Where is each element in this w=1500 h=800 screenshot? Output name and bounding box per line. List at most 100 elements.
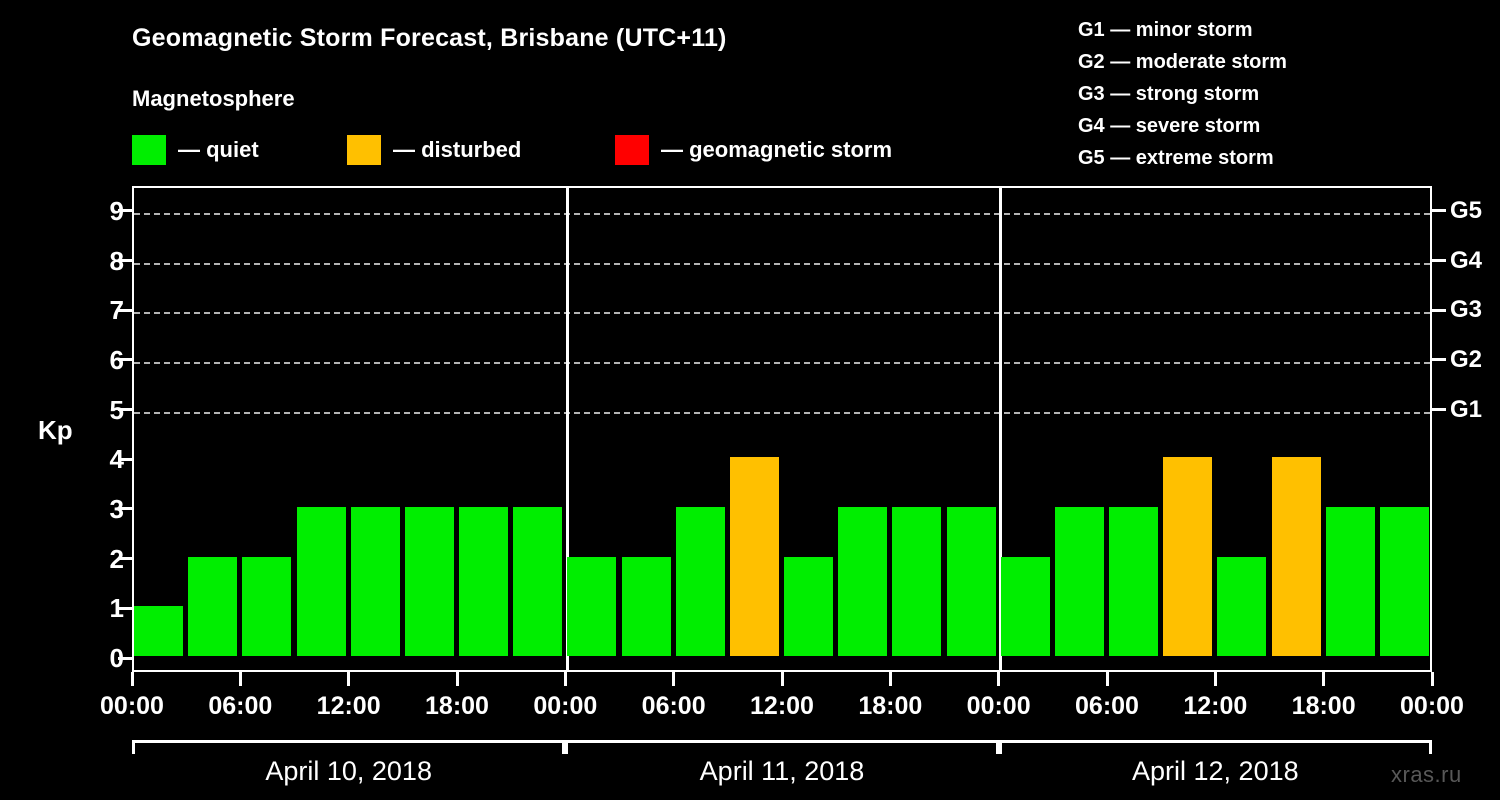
g-axis-label-g4: G4 <box>1450 246 1483 274</box>
disturbed-swatch-icon <box>347 135 381 165</box>
x-tick-mark-12 <box>1430 672 1434 686</box>
x-tick-label-5: 06:00 <box>641 692 706 720</box>
g-tick-mark-g1 <box>1432 408 1446 412</box>
day-label-1: April 10, 2018 <box>265 756 432 786</box>
kp-bar <box>567 556 617 656</box>
x-tick-label-12: 00:00 <box>1400 692 1464 720</box>
y-tick-mark-1 <box>118 606 132 610</box>
y-tick-mark-6 <box>118 358 132 362</box>
gridline-kp-9 <box>134 212 1430 215</box>
x-tick-label-2: 12:00 <box>316 692 381 720</box>
x-tick-label-7: 18:00 <box>858 692 923 720</box>
x-tick-mark-3 <box>455 672 459 686</box>
storm-swatch-icon <box>615 135 649 165</box>
y-tick-label-7: 7 <box>109 295 124 326</box>
gridline-kp-7 <box>134 312 1430 315</box>
g-axis-label-g5: G5 <box>1450 196 1483 224</box>
g-tick-mark-g4 <box>1432 259 1446 263</box>
gridline-kp-6 <box>134 361 1430 364</box>
x-tick-label-3: 18:00 <box>425 692 489 720</box>
g-legend-row-g3: G3 — strong storm <box>1078 83 1260 105</box>
x-tick-mark-0 <box>130 672 134 686</box>
y-tick-mark-7 <box>118 308 132 312</box>
plot-inner <box>134 188 1430 670</box>
y-axis-title: Kp <box>38 415 73 445</box>
x-tick-mark-10 <box>1213 672 1217 686</box>
kp-bar <box>729 457 779 656</box>
kp-bar <box>1054 506 1104 656</box>
y-tick-label-3: 3 <box>109 493 124 524</box>
kp-bar <box>1000 556 1050 656</box>
x-tick-mark-8 <box>997 672 1001 686</box>
kp-bar <box>242 556 292 656</box>
x-tick-mark-1 <box>238 672 242 686</box>
kp-bar <box>838 506 888 656</box>
disturbed-legend: — disturbed <box>347 134 521 166</box>
g-axis-label-g2: G2 <box>1450 345 1483 373</box>
x-tick-mark-11 <box>1322 672 1326 686</box>
y-tick-mark-4 <box>118 457 132 461</box>
kp-bar <box>134 606 184 656</box>
kp-bar <box>188 556 238 656</box>
kp-bar <box>892 506 942 656</box>
x-tick-mark-2 <box>347 672 351 686</box>
kp-bar <box>621 556 671 656</box>
g-tick-mark-g2 <box>1432 358 1446 362</box>
x-tick-label-9: 06:00 <box>1075 692 1139 720</box>
kp-bar <box>1379 506 1429 656</box>
quiet-swatch-icon <box>132 135 166 165</box>
y-tick-mark-9 <box>118 209 132 213</box>
page-title: Geomagnetic Storm Forecast, Brisbane (UT… <box>132 24 727 52</box>
kp-bar <box>1163 457 1213 656</box>
kp-bar <box>675 506 725 656</box>
day-bracket-2 <box>565 740 999 754</box>
day-divider-2 <box>999 188 1003 670</box>
g-tick-mark-g5 <box>1432 209 1446 213</box>
y-tick-mark-5 <box>118 408 132 412</box>
day-label-3: April 12, 2018 <box>1132 756 1299 786</box>
kp-bar <box>784 556 834 656</box>
g-legend-row-g4: G4 — severe storm <box>1078 115 1261 137</box>
quiet-legend-label: — quiet <box>178 137 259 162</box>
kp-bar <box>1109 506 1159 656</box>
x-tick-mark-4 <box>563 672 567 686</box>
g-tick-mark-g3 <box>1432 308 1446 312</box>
day-bracket-1 <box>132 740 566 754</box>
x-tick-label-0: 00:00 <box>100 692 164 720</box>
kp-bar <box>459 506 509 656</box>
kp-bar <box>350 506 400 656</box>
x-tick-mark-6 <box>780 672 784 686</box>
x-tick-mark-7 <box>888 672 892 686</box>
y-tick-mark-8 <box>118 259 132 263</box>
y-tick-mark-3 <box>118 507 132 511</box>
x-tick-mark-5 <box>672 672 676 686</box>
kp-bar <box>404 506 454 656</box>
y-tick-label-6: 6 <box>109 344 124 375</box>
y-tick-mark-2 <box>118 557 132 561</box>
kp-bar <box>1217 556 1267 656</box>
kp-bar <box>1271 457 1321 656</box>
g-legend-row-g2: G2 — moderate storm <box>1078 51 1287 73</box>
day-divider-1 <box>565 188 569 670</box>
kp-bar <box>296 506 346 656</box>
y-tick-label-9: 9 <box>109 195 124 226</box>
y-tick-mark-0 <box>118 656 132 660</box>
day-label-2: April 11, 2018 <box>699 756 865 786</box>
y-tick-label-4: 4 <box>109 444 124 475</box>
x-tick-label-6: 12:00 <box>750 692 814 720</box>
y-tick-label-2: 2 <box>109 543 124 574</box>
watermark: xras.ru <box>1391 762 1462 787</box>
magnetosphere-label: Magnetosphere <box>132 86 295 111</box>
kp-bar <box>1325 506 1375 656</box>
storm-legend-label: — geomagnetic storm <box>661 137 893 162</box>
y-tick-label-5: 5 <box>109 394 124 425</box>
x-tick-label-11: 18:00 <box>1291 692 1356 720</box>
y-tick-label-8: 8 <box>109 245 124 276</box>
x-tick-label-10: 12:00 <box>1183 692 1248 720</box>
storm-legend: — geomagnetic storm <box>615 134 892 166</box>
g-legend-row-g5: G5 — extreme storm <box>1078 147 1274 169</box>
quiet-legend: — quiet <box>132 134 259 166</box>
g-scale-legend: G1 — minor storm G2 — moderate storm G3 — … <box>1078 14 1287 174</box>
x-tick-label-8: 00:00 <box>966 692 1031 720</box>
kp-bar <box>946 506 996 656</box>
